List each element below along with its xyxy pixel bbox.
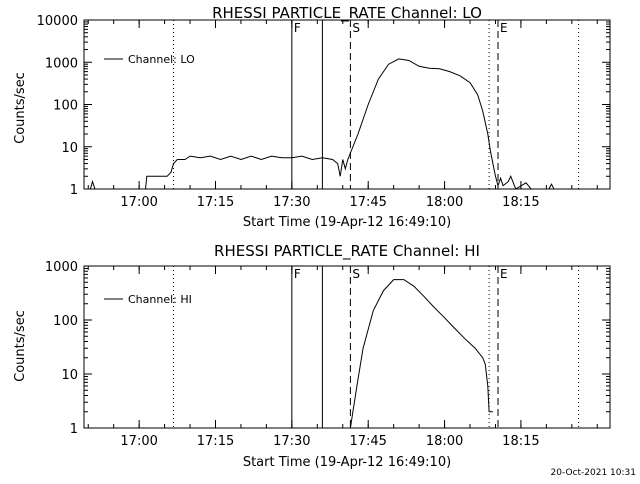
x-tick-label: 17:45 [349,195,386,210]
x-tick-label: 17:15 [197,434,234,449]
x-tick-label: 18:00 [426,434,463,449]
y-axis-label: Counts/sec [13,310,28,382]
x-tick-label: 17:15 [197,195,234,210]
y-tick-label: 1000 [45,260,78,275]
series-line [349,279,493,429]
y-tick-label: 100 [53,99,78,114]
plot-title: RHESSI PARTICLE_RATE Channel: HI [214,242,480,261]
annotation-label: F [294,21,301,35]
x-tick-label: 18:00 [426,195,463,210]
x-axis-label: Start Time (19-Apr-12 16:49:10) [243,455,451,470]
y-tick-label: 10 [61,368,78,383]
plot-frame [83,265,611,429]
annotation-label: E [500,21,508,35]
plot-lo-channel: RHESSI PARTICLE_RATE Channel: LO Counts/… [13,4,611,230]
x-tick-label: 17:45 [349,434,386,449]
annotation-label: S [352,21,360,35]
x-tick-label: 17:00 [120,195,157,210]
y-tick-label: 1 [70,183,78,198]
x-tick-label: 18:15 [502,195,539,210]
x-tick-label: 17:30 [273,195,310,210]
x-tick-label: 17:30 [273,434,310,449]
x-tick-label: 18:15 [502,434,539,449]
y-tick-label: 1 [70,422,78,437]
annotation-label: S [352,267,360,281]
x-tick-label: 17:00 [120,434,157,449]
y-tick-label: 100 [53,314,78,329]
legend-entry: Channel: LO [128,53,195,66]
legend: Channel: HI [104,293,192,306]
y-tick-label: 10 [61,141,78,156]
footer-timestamp: 20-Oct-2021 10:31 [551,468,636,478]
plot-hi-channel: RHESSI PARTICLE_RATE Channel: HI Counts/… [13,242,611,470]
series-line [89,58,555,190]
plot-title: RHESSI PARTICLE_RATE Channel: LO [212,4,482,23]
y-tick-label: 1000 [45,56,78,71]
y-axis-label: Counts/sec [13,72,28,144]
annotation-label: F [294,267,301,281]
legend-entry: Channel: HI [128,293,192,306]
y-tick-label: 10000 [37,14,78,29]
legend: Channel: LO [104,53,195,66]
annotation-label: E [500,267,508,281]
x-axis-label: Start Time (19-Apr-12 16:49:10) [243,215,451,230]
